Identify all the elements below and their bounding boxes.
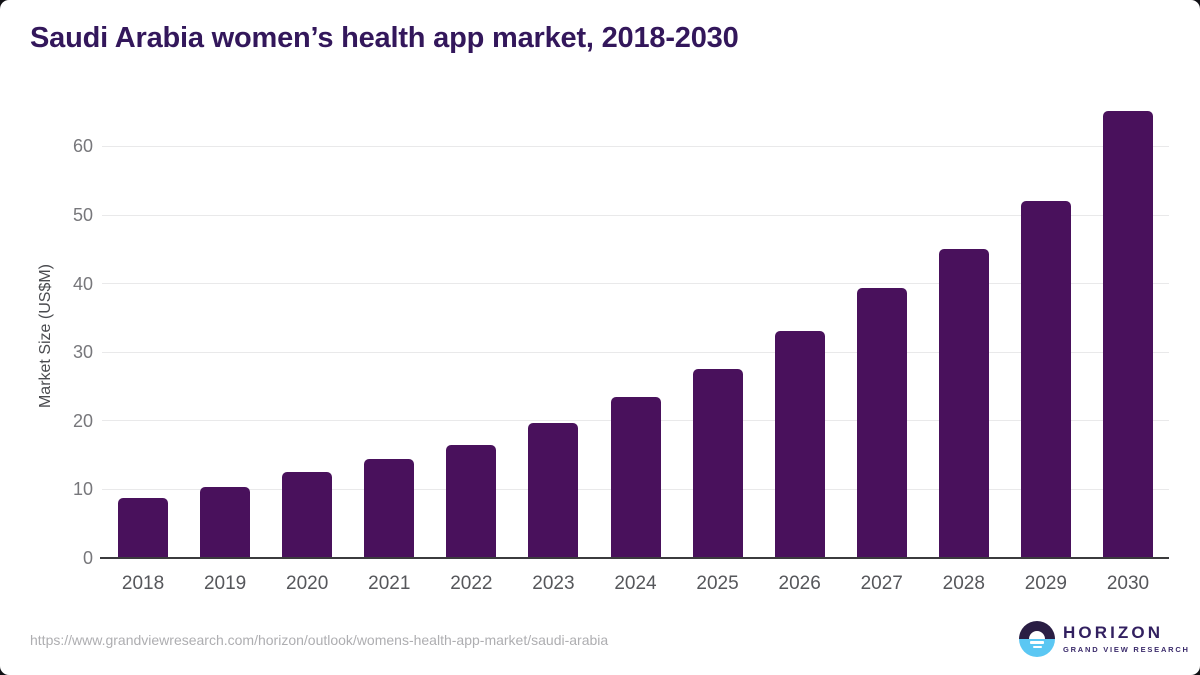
bar-2020 — [282, 471, 333, 558]
x-tick-label-2023: 2023 — [532, 573, 575, 594]
y-tick-label-0: 0 — [82, 548, 93, 568]
y-tick-label-10: 10 — [72, 479, 93, 500]
y-tick-label-30: 30 — [72, 342, 93, 363]
x-tick-label-2024: 2024 — [614, 573, 657, 594]
gridline-40 — [102, 283, 1169, 285]
x-tick-label-2027: 2027 — [860, 573, 903, 594]
bar-2026 — [774, 330, 825, 558]
bar-2019 — [200, 486, 251, 558]
x-tick-label-2028: 2028 — [942, 573, 985, 594]
x-tick-label-2020: 2020 — [286, 573, 329, 594]
bar-2025 — [692, 368, 743, 558]
x-axis-line — [100, 557, 1169, 559]
gridline-60 — [102, 145, 1169, 147]
bar-2029 — [1020, 201, 1071, 558]
x-tick-label-2029: 2029 — [1024, 573, 1068, 594]
gridline-30 — [102, 351, 1169, 353]
x-tick-label-2021: 2021 — [368, 573, 411, 594]
y-tick-label-20: 20 — [72, 410, 93, 431]
horizon-logo: HORIZON GRAND VIEW RESEARCH — [1019, 620, 1188, 660]
bar-2024 — [610, 397, 661, 558]
x-tick-label-2022: 2022 — [450, 573, 493, 594]
bar-2021 — [364, 459, 415, 558]
logo-wordmark: HORIZON — [1063, 623, 1164, 642]
x-tick-label-2019: 2019 — [203, 573, 247, 594]
bar-2027 — [856, 288, 907, 558]
y-axis-title: Market Size (US$M) — [37, 263, 54, 409]
logo-subtitle: GRAND VIEW RESEARCH — [1063, 645, 1190, 654]
y-tick-label-40: 40 — [72, 273, 93, 294]
chart-title: Saudi Arabia women’s health app market, … — [30, 22, 739, 54]
footer-source-url: https://www.grandviewresearch.com/horizo… — [30, 632, 609, 648]
x-tick-label-2026: 2026 — [778, 573, 821, 594]
y-tick-label-50: 50 — [72, 205, 93, 225]
gridline-50 — [102, 214, 1169, 216]
x-tick-label-2025: 2025 — [696, 573, 739, 594]
bar-2030 — [1102, 111, 1153, 558]
bar-2023 — [528, 422, 579, 558]
x-tick-label-2030: 2030 — [1106, 573, 1150, 594]
sun-reflection-stripe-icon — [1030, 641, 1044, 644]
bar-2018 — [118, 498, 169, 558]
horizon-logo-circle — [1019, 621, 1055, 657]
logo-text: HORIZON GRAND VIEW RESEARCH — [1063, 623, 1190, 655]
bar-2022 — [446, 444, 497, 558]
bar-2028 — [938, 248, 989, 558]
y-tick-label-60: 60 — [72, 136, 93, 157]
sun-horizon-icon — [1029, 631, 1045, 639]
sun-reflection-stripe-icon — [1032, 645, 1042, 648]
x-tick-label-2018: 2018 — [121, 573, 165, 594]
